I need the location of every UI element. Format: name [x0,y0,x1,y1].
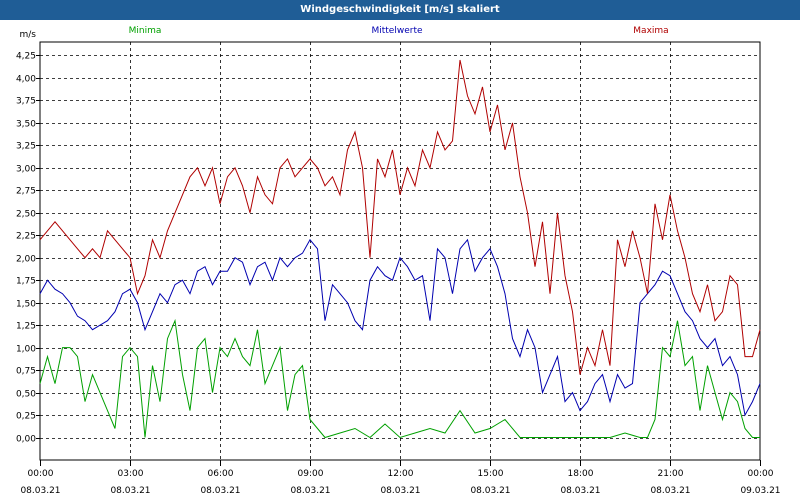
y-tick-label: 1,50 [16,300,36,310]
series-line-mittelwerte [39,238,761,417]
x-tick-date-label: 08.03.21 [290,486,330,496]
y-tick-label: 0,25 [16,412,36,422]
grid [40,42,760,460]
y-tick-label: 1,25 [16,322,36,332]
x-tick-time-label: 00:00 [28,469,54,479]
x-tick-time-label: 15:00 [478,469,504,479]
x-tick-date-label: 08.03.21 [20,486,60,496]
x-tick-time-label: 12:00 [388,469,414,479]
y-tick-label: 2,50 [16,210,36,220]
x-tick-date-label: 08.03.21 [560,486,600,496]
x-tick-time-label: 06:00 [208,469,234,479]
y-tick-label: 3,00 [16,165,36,175]
legend: Minima Mittelwerte Maxima [129,26,669,36]
legend-entry-mittelwerte: Mittelwerte [371,26,422,36]
y-tick-label: 2,00 [16,255,36,265]
x-tick-date-label: 09.03.21 [740,486,780,496]
y-tick-label: 0,00 [16,435,36,445]
x-tick-date-label: 08.03.21 [380,486,420,496]
series-line-minima [39,318,760,439]
axes: 0,00 0,25 0,50 0,75 1,00 1,25 1,50 1,75 2,00 2,25… [16,30,781,496]
legend-entry-maxima: Maxima [633,26,668,36]
series-line-maxima [39,59,761,375]
y-tick-label: 1,75 [16,277,36,287]
plot-background [0,20,800,500]
y-tick-label: 3,75 [16,97,36,107]
x-tick-date-label: 08.03.21 [650,486,690,496]
series [39,59,761,439]
y-tick-label: 0,75 [16,367,36,377]
x-tick-time-label: 03:00 [118,469,144,479]
chart-title: Windgeschwindigkeit [m/s] skaliert [0,0,800,20]
x-tick-date-label: 08.03.21 [200,486,240,496]
x-tick-date-label: 08.03.21 [110,486,150,496]
y-tick-label: 1,00 [16,345,36,355]
x-tick-time-label: 09:00 [298,469,324,479]
y-tick-label: 2,75 [16,187,36,197]
legend-entry-minima: Minima [129,26,162,36]
y-tick-label: 3,50 [16,120,36,130]
wind-speed-chart: 0,00 0,25 0,50 0,75 1,00 1,25 1,50 1,75 2,00 2,25… [0,20,800,500]
x-tick-time-label: 00:00 [748,469,774,479]
y-tick-label: 4,00 [16,75,36,85]
x-tick-date-label: 08.03.21 [470,486,510,496]
x-tick-time-label: 21:00 [658,469,684,479]
y-tick-label: 0,50 [16,390,36,400]
y-tick-label: 4,25 [16,52,36,62]
y-tick-label: 3,25 [16,142,36,152]
x-tick-time-label: 18:00 [568,469,594,479]
y-tick-label: 2,25 [16,232,36,242]
y-axis-label: m/s [20,30,37,40]
